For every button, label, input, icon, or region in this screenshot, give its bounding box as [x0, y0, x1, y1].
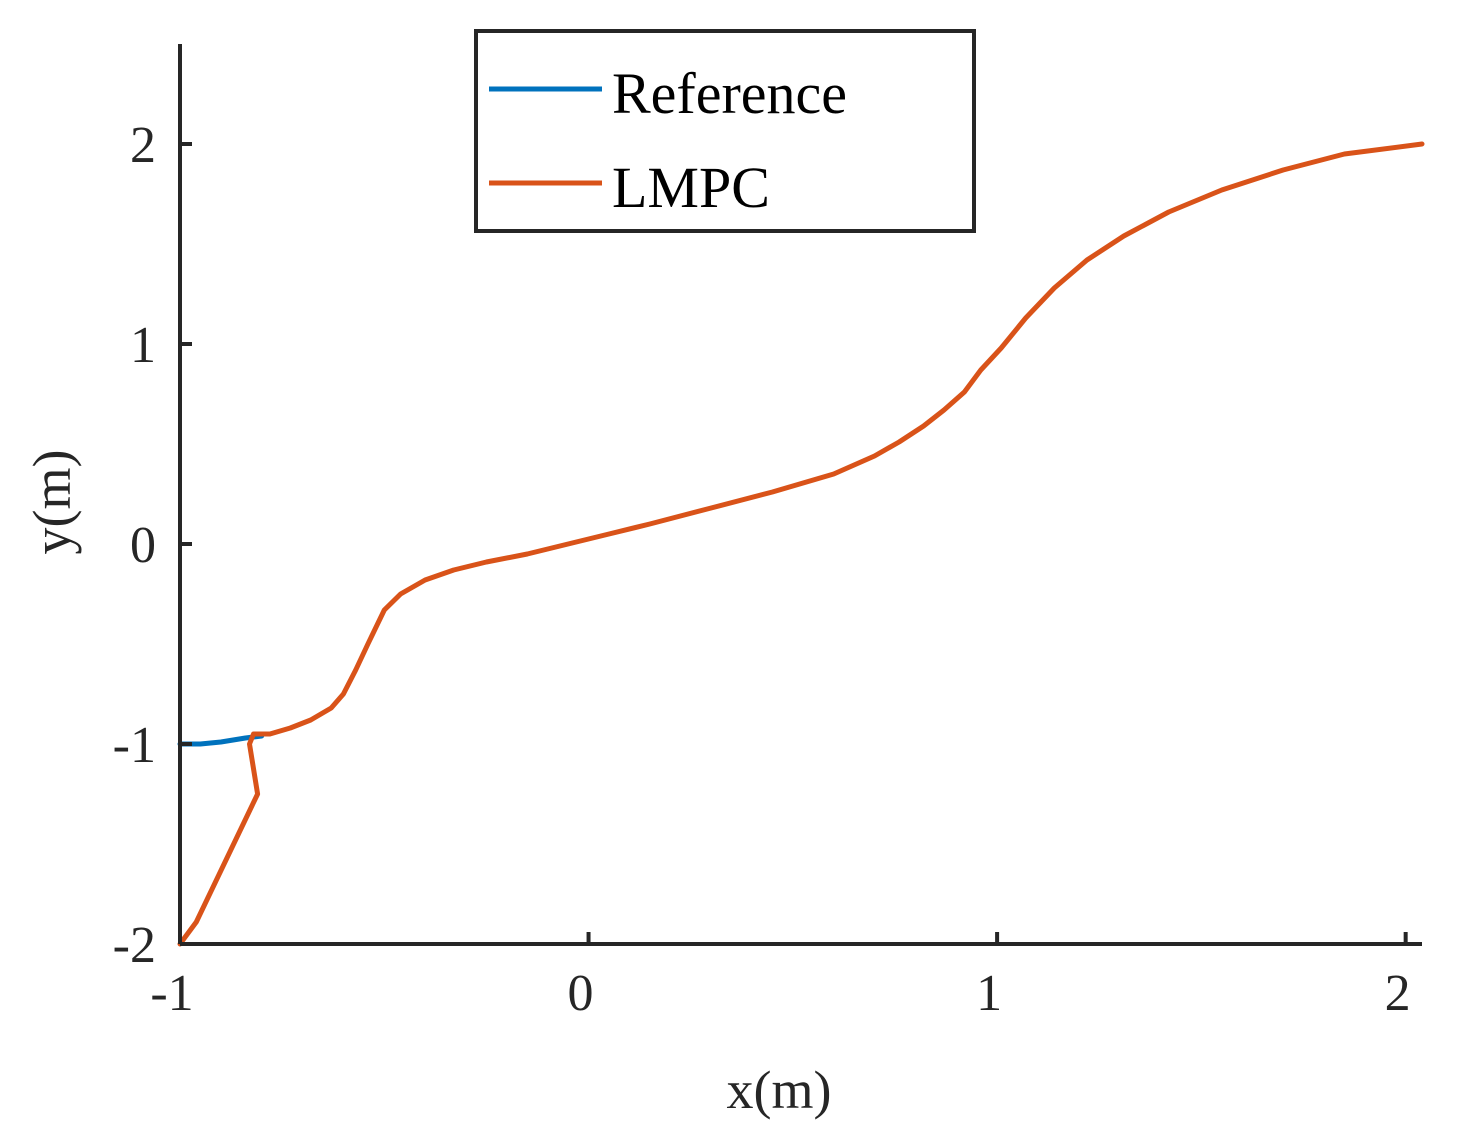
- legend-box: [474, 29, 976, 233]
- y-axis-title: y(m): [22, 450, 82, 555]
- y-tick-label: -2: [113, 917, 156, 974]
- axes: [178, 44, 1422, 946]
- legend-label-reference: Reference: [612, 61, 847, 126]
- x-tick-label: 0: [568, 965, 594, 1022]
- x-tick-label: -1: [150, 965, 193, 1022]
- series-line-lmpc: [177, 141, 1425, 947]
- plot-area: [177, 141, 1425, 947]
- x-tick-label: 1: [976, 965, 1002, 1022]
- y-tick-label: -1: [113, 717, 156, 774]
- y-tick-label: 0: [130, 517, 156, 574]
- x-tick-label: 2: [1385, 965, 1411, 1022]
- legend: Reference LMPC: [474, 29, 976, 233]
- y-tick-label: 2: [130, 117, 156, 174]
- legend-label-lmpc: LMPC: [612, 155, 770, 220]
- x-axis-title: x(m): [727, 1060, 832, 1120]
- y-tick-label: 1: [130, 317, 156, 374]
